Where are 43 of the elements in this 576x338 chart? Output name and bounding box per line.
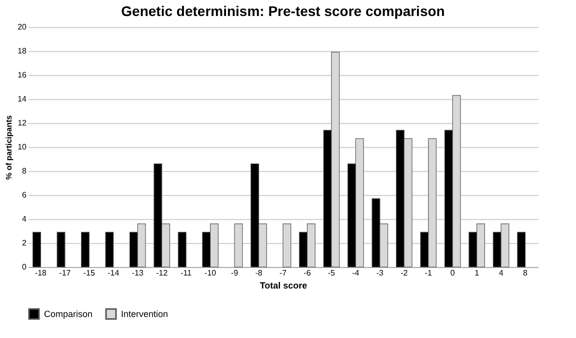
x-tick-label: 4 (498, 268, 504, 278)
x-tick-label: 0 (450, 268, 456, 278)
x-tick-label: -12 (156, 268, 168, 278)
x-tick-label: -9 (230, 268, 239, 278)
x-tick-label: -1 (424, 268, 432, 278)
bar (105, 232, 114, 268)
y-tick-label: 18 (18, 46, 28, 56)
x-tick-label: -15 (83, 268, 96, 278)
bar (56, 232, 66, 268)
y-tick-label: 14 (18, 94, 28, 104)
legend-label: Intervention (121, 309, 168, 319)
x-tick-label: -13 (132, 268, 144, 278)
bar (178, 232, 186, 268)
x-tick-label: -2 (400, 268, 408, 278)
x-tick-label: -10 (204, 268, 217, 278)
x-tick-label: -6 (304, 268, 312, 278)
x-tick-label: -8 (255, 268, 263, 278)
y-tick-label: 16 (18, 70, 28, 80)
x-tick-label: -11 (180, 268, 192, 278)
x-tick-label: -14 (108, 268, 120, 278)
y-tick-label: 20 (18, 22, 28, 32)
x-tick-label: -3 (376, 268, 384, 278)
x-axis-title: Total score (260, 280, 308, 290)
y-tick-label: 2 (22, 238, 28, 248)
bar (32, 232, 42, 268)
y-tick-label: 6 (22, 190, 28, 200)
x-tick-label: -17 (59, 268, 72, 278)
x-tick-label: -5 (328, 268, 336, 278)
x-tick-label: -18 (34, 268, 48, 278)
chart-title: Genetic determinism: Pre-test score comparison (121, 3, 445, 19)
y-tick-label: 12 (18, 118, 28, 128)
x-tick-label: -4 (352, 268, 360, 278)
legend-label: Comparison (44, 309, 93, 319)
bar (517, 232, 526, 268)
x-tick-label: 1 (474, 268, 480, 278)
y-tick-label: 0 (22, 262, 28, 272)
bar (81, 232, 90, 268)
x-tick-label: 8 (523, 268, 528, 278)
y-tick-label: 8 (22, 166, 28, 176)
y-tick-label: 4 (22, 214, 28, 224)
x-tick-label: -7 (279, 268, 288, 278)
y-axis-title: % of participants (4, 114, 14, 180)
y-tick-label: 10 (18, 142, 28, 152)
